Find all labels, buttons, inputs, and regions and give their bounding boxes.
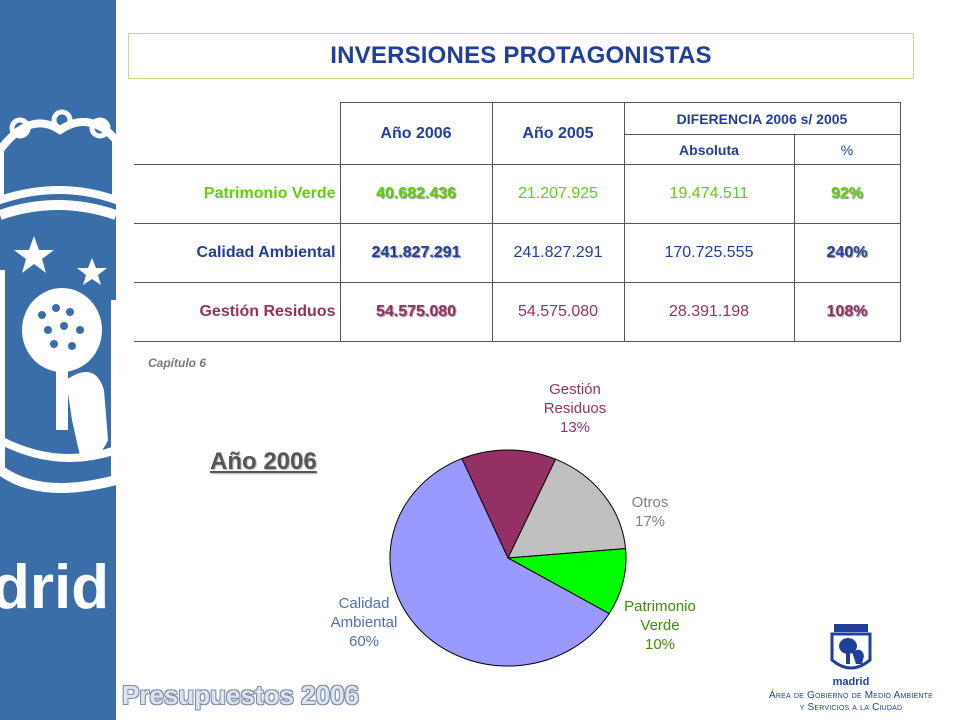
- row-label: Gestión Residuos: [134, 282, 341, 342]
- row-label: Patrimonio Verde: [134, 164, 341, 224]
- cell-percent: 240%: [793, 223, 901, 283]
- pie-slice: [461, 449, 557, 560]
- header-absolute: Absoluta: [623, 134, 795, 165]
- header-percent: %: [793, 134, 901, 165]
- pie-heading: Año 2006: [210, 448, 317, 475]
- title-box: INVERSIONES PROTAGONISTAS: [128, 33, 914, 79]
- cell-absolute: 170.725.555: [623, 223, 795, 283]
- table-corner: [134, 103, 340, 165]
- table-row: Gestión Residuos 54.575.080 54.575.080 2…: [134, 282, 901, 342]
- slice-label: Otros 17%: [632, 494, 669, 530]
- cell-2006: 54.575.080: [339, 282, 493, 342]
- cell-percent: 108%: [793, 282, 901, 342]
- pie-slice: [389, 457, 610, 667]
- svg-text:drid: drid: [0, 553, 109, 622]
- investments-table: Año 2006 Año 2005 DIFERENCIA 2006 s/ 200…: [134, 102, 901, 342]
- slice-label: Gestión Residuos 13%: [544, 381, 607, 436]
- brand-line-2: y Servicios a la Ciudad: [799, 702, 903, 713]
- header-difference: DIFERENCIA 2006 s/ 2005: [623, 102, 901, 135]
- cell-2005: 54.575.080: [491, 282, 625, 342]
- pie-slice: [506, 548, 627, 615]
- row-label: Calidad Ambiental: [134, 223, 341, 283]
- table-row: Calidad Ambiental 241.827.291 241.827.29…: [134, 223, 901, 283]
- pie-chart: Gestión Residuos 13% Otros 17% Patrimonio Verd…: [331, 381, 696, 667]
- footer-title: Presupuestos 2006: [122, 680, 360, 710]
- madrid-crest-icon: [830, 624, 872, 670]
- brand-block: madrid Área de Gobierno de Medio Ambient…: [756, 622, 946, 714]
- pie-slice: [507, 458, 627, 559]
- cell-percent: 92%: [793, 164, 901, 224]
- cell-2005: 21.207.925: [491, 164, 625, 224]
- crest-decoration-icon: drid: [0, 109, 116, 622]
- cell-absolute: 19.474.511: [623, 164, 795, 224]
- slice-label: Calidad Ambiental 60%: [331, 595, 398, 650]
- cell-2006: 40.682.436: [339, 164, 493, 224]
- table-caption: Capítulo 6: [148, 356, 207, 370]
- cell-absolute: 28.391.198: [623, 282, 795, 342]
- slice-label: Patrimonio Verde 10%: [624, 598, 696, 653]
- brand-line-1: Área de Gobierno de Medio Ambiente: [769, 690, 933, 701]
- header-year-2005: Año 2005: [491, 102, 625, 165]
- header-year-2006: Año 2006: [339, 102, 493, 165]
- brand-name: madrid: [832, 676, 870, 688]
- cell-2005: 241.827.291: [491, 223, 625, 283]
- side-band: drid: [0, 0, 116, 720]
- page-title: INVERSIONES PROTAGONISTAS: [330, 42, 712, 69]
- cell-2006: 241.827.291: [339, 223, 493, 283]
- table-row: Patrimonio Verde 40.682.436 21.207.925 1…: [134, 164, 901, 224]
